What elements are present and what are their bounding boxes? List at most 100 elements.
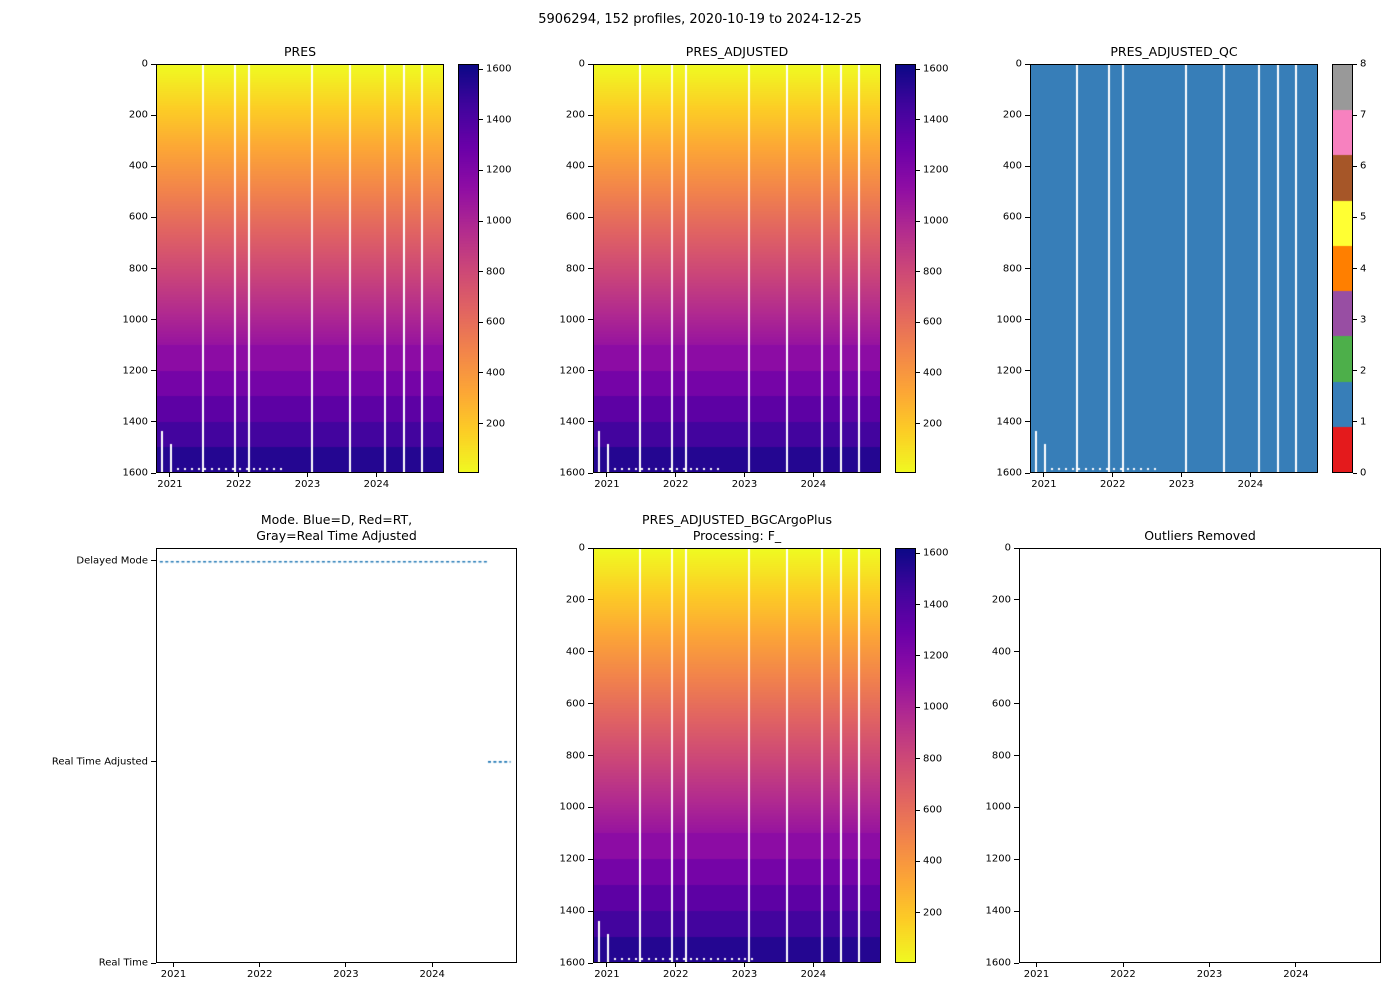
y-tick-label: 1400 bbox=[996, 416, 1022, 428]
y-tick-mark bbox=[588, 216, 593, 218]
colorbar-tick-label: 4 bbox=[1360, 263, 1367, 274]
x-tick-mark bbox=[307, 473, 309, 477]
x-tick-mark bbox=[1181, 473, 1183, 477]
plot-title-mode: Mode. Blue=D, Red=RT, Gray=Real Time Adj… bbox=[156, 512, 517, 544]
y-tick-label: 400 bbox=[565, 160, 585, 172]
colorbar-tick-mark bbox=[916, 860, 920, 862]
x-tick-label: 2023 bbox=[1196, 969, 1223, 980]
x-tick-label: 2024 bbox=[1283, 969, 1309, 980]
y-tick-mark bbox=[151, 63, 156, 65]
y-tick-label: 1200 bbox=[122, 365, 148, 377]
y-tick-label: 1000 bbox=[996, 314, 1022, 326]
heatmap-pres-adjusted-canvas bbox=[594, 65, 880, 472]
y-tick-mark bbox=[588, 703, 593, 705]
x-tick-label: 2021 bbox=[1031, 479, 1057, 490]
x-tick-label: 2022 bbox=[246, 969, 273, 980]
colorbar-tick-mark bbox=[916, 119, 920, 121]
x-tick-mark bbox=[1112, 473, 1114, 477]
colorbar-tick-mark bbox=[916, 321, 920, 323]
y-tick-mark bbox=[151, 962, 156, 964]
y-tick-label: 1000 bbox=[559, 801, 585, 813]
heatmap-qc bbox=[1030, 64, 1318, 473]
y-tick-mark bbox=[588, 547, 593, 549]
y-tick-label: 1400 bbox=[559, 905, 585, 917]
x-tick-mark bbox=[1043, 473, 1045, 477]
x-tick-label: 2022 bbox=[1110, 969, 1136, 980]
colorbar-tick-label: 400 bbox=[923, 367, 943, 379]
plot-title-mode-line2: Gray=Real Time Adjusted bbox=[256, 528, 417, 543]
colorbar-tick-label: 200 bbox=[486, 418, 506, 430]
x-tick-mark bbox=[1295, 963, 1297, 967]
y-tick-label: 800 bbox=[128, 263, 148, 274]
x-tick-label: 2024 bbox=[419, 969, 445, 980]
x-tick-mark bbox=[169, 473, 171, 477]
y-tick-mark bbox=[151, 761, 156, 763]
colorbar-pres-canvas bbox=[459, 65, 478, 472]
colorbar-tick-mark bbox=[916, 552, 920, 554]
y-tick-mark bbox=[1014, 703, 1019, 705]
colorbar-tick-mark bbox=[479, 68, 483, 70]
colorbar-tick-label: 1200 bbox=[923, 650, 949, 662]
colorbar-tick-mark bbox=[1353, 319, 1357, 321]
colorbar-tick-mark bbox=[1353, 216, 1357, 218]
y-tick-label: 1000 bbox=[985, 801, 1011, 813]
y-tick-label: 200 bbox=[1002, 109, 1022, 121]
x-tick-mark bbox=[606, 963, 608, 967]
x-tick-mark bbox=[675, 963, 677, 967]
y-tick-label: 1400 bbox=[122, 416, 148, 428]
colorbar-tick-label: 1600 bbox=[923, 63, 949, 75]
y-tick-mark bbox=[1014, 858, 1019, 860]
y-tick-mark bbox=[588, 268, 593, 269]
y-tick-label: 200 bbox=[128, 109, 148, 121]
y-tick-mark bbox=[588, 910, 593, 912]
colorbar-tick-label: 1 bbox=[1360, 416, 1367, 428]
y-tick-label: 1600 bbox=[122, 467, 148, 479]
colorbar-tick-mark bbox=[479, 169, 483, 171]
y-tick-mark bbox=[151, 216, 156, 218]
colorbar-tick-label: 7 bbox=[1360, 109, 1367, 121]
heatmap-qc-canvas bbox=[1031, 65, 1317, 472]
y-tick-mark bbox=[151, 114, 156, 116]
y-category-label: Real Time bbox=[98, 957, 148, 969]
y-tick-label: 800 bbox=[565, 263, 585, 274]
mode-line-canvas bbox=[157, 549, 516, 962]
y-tick-mark bbox=[1025, 165, 1030, 167]
heatmap-bgc-canvas bbox=[594, 549, 880, 962]
colorbar-tick-mark bbox=[916, 169, 920, 171]
heatmap-bgc bbox=[593, 548, 881, 963]
y-category-label: Delayed Mode bbox=[76, 555, 148, 567]
y-tick-label: 600 bbox=[565, 698, 585, 710]
y-tick-mark bbox=[1014, 599, 1019, 601]
colorbar-tick-mark bbox=[1353, 421, 1357, 423]
heatmap-pres-adjusted bbox=[593, 64, 881, 473]
y-tick-mark bbox=[1025, 472, 1030, 474]
plot-title-pres: PRES bbox=[283, 44, 317, 59]
colorbar-tick-mark bbox=[916, 372, 920, 374]
y-tick-mark bbox=[588, 651, 593, 653]
plot-title-bgc-line1: PRES_ADJUSTED_BGCArgoPlus bbox=[642, 512, 832, 527]
colorbar-tick-mark bbox=[479, 423, 483, 425]
y-tick-mark bbox=[588, 370, 593, 372]
y-tick-label: 1000 bbox=[559, 314, 585, 326]
y-tick-mark bbox=[1025, 114, 1030, 116]
x-tick-mark bbox=[1208, 963, 1210, 967]
plot-title-bgc: PRES_ADJUSTED_BGCArgoPlus Processing: F_ bbox=[593, 512, 881, 544]
x-tick-mark bbox=[744, 473, 746, 477]
y-tick-label: 1200 bbox=[985, 853, 1011, 865]
y-tick-label: 1600 bbox=[985, 957, 1011, 969]
colorbar-tick-label: 1000 bbox=[923, 215, 949, 227]
colorbar-tick-label: 200 bbox=[923, 418, 943, 430]
colorbar-tick-mark bbox=[916, 604, 920, 606]
x-tick-mark bbox=[812, 473, 814, 477]
y-tick-label: 1000 bbox=[122, 314, 148, 326]
y-tick-mark bbox=[1014, 962, 1019, 964]
figure-suptitle: 5906294, 152 profiles, 2020-10-19 to 202… bbox=[538, 12, 862, 27]
y-tick-label: 200 bbox=[565, 594, 585, 606]
colorbar-tick-label: 400 bbox=[486, 367, 506, 379]
y-tick-mark bbox=[1014, 547, 1019, 549]
y-tick-mark bbox=[588, 472, 593, 474]
y-tick-mark bbox=[1025, 319, 1030, 321]
plot-title-mode-line1: Mode. Blue=D, Red=RT, bbox=[260, 512, 413, 527]
y-tick-label: 0 bbox=[1004, 542, 1011, 554]
